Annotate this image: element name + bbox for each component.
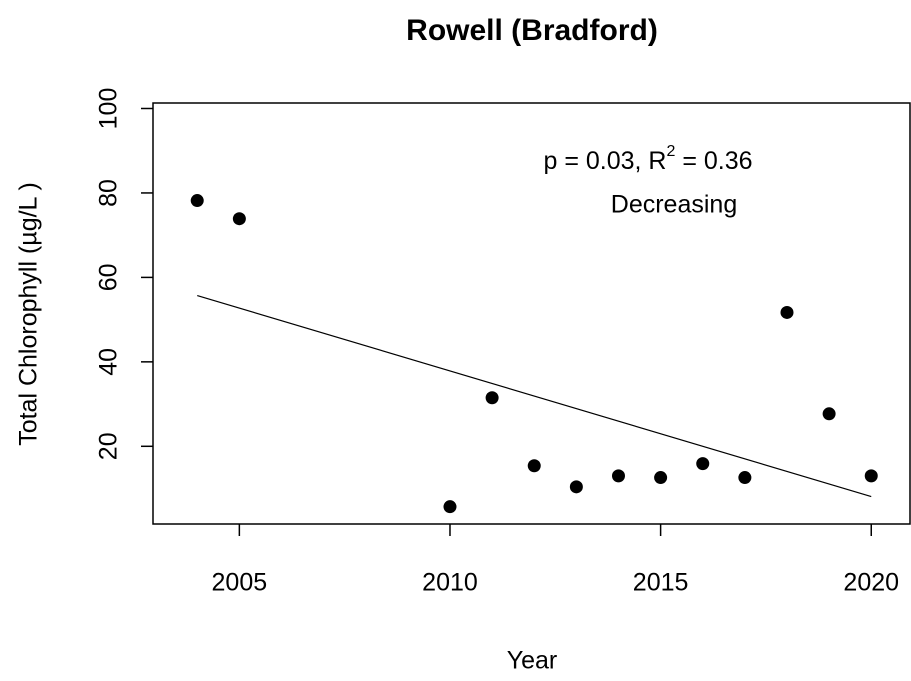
x-tick-label: 2010 — [422, 569, 478, 597]
y-tick-label: 20 — [95, 432, 123, 460]
y-tick-label: 80 — [95, 179, 123, 207]
y-tick-label: 100 — [95, 88, 123, 130]
x-tick-label: 2020 — [843, 569, 899, 597]
point — [443, 500, 457, 514]
trend-line — [197, 294, 872, 498]
trend-label: Decreasing — [611, 191, 737, 219]
stat-superscript: 2 — [666, 143, 675, 160]
point — [780, 305, 794, 319]
x-tick-label: 2015 — [633, 569, 689, 597]
point — [696, 457, 710, 471]
point — [738, 471, 752, 485]
y-axis-label: Total Chlorophyll (µg/L ) — [15, 182, 43, 446]
y-tick-label: 60 — [95, 263, 123, 291]
x-axis-label: Year — [507, 647, 558, 675]
point — [569, 480, 583, 494]
point — [527, 459, 541, 473]
chart-title: Rowell (Bradford) — [406, 14, 658, 47]
x-tick-label: 2005 — [212, 569, 268, 597]
point — [485, 391, 499, 405]
plot-box — [152, 102, 911, 525]
stat-prefix: p = 0.03, R — [543, 147, 666, 175]
point — [654, 471, 668, 485]
y-tick-label: 40 — [95, 348, 123, 376]
point — [232, 212, 246, 226]
stat-suffix: = 0.36 — [675, 147, 752, 175]
point — [822, 407, 836, 421]
point — [190, 194, 204, 208]
point — [864, 469, 878, 483]
point — [611, 469, 625, 483]
stat-annotation: p = 0.03, R2 = 0.36 — [543, 143, 752, 174]
